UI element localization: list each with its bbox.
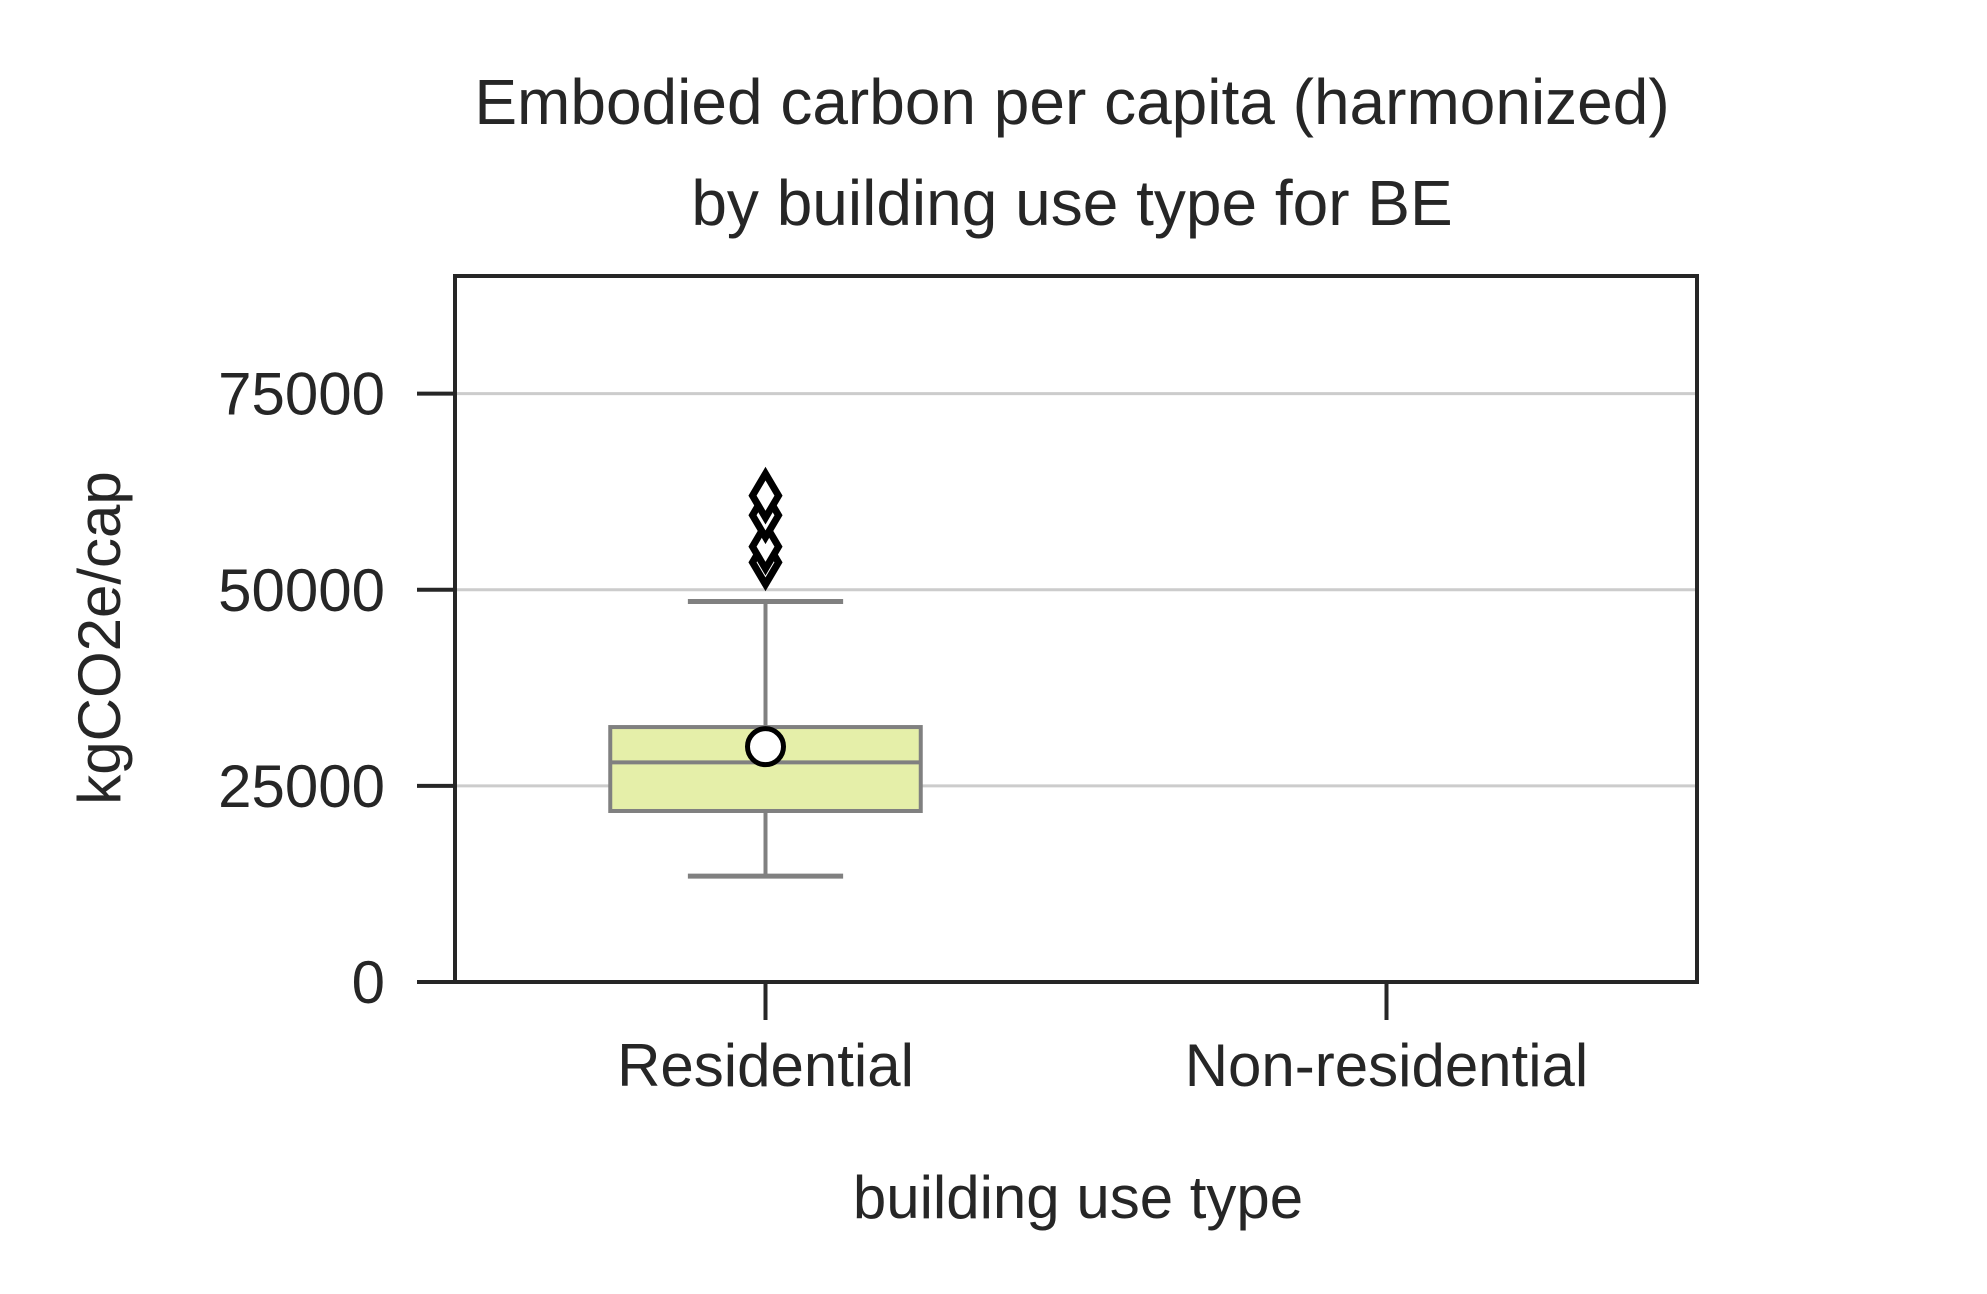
y-axis-label: kgCO2e/cap (66, 471, 133, 805)
mean-marker (745, 726, 786, 768)
x-axis-ticks: Residential Non-residential (617, 982, 1588, 1099)
y-tick-label: 25000 (218, 753, 385, 820)
chart-title-line-2: by building use type for BE (691, 167, 1452, 239)
box-residential (608, 466, 923, 879)
x-tick-label: Non-residential (1185, 1032, 1589, 1099)
outlier-marker (748, 517, 783, 576)
y-axis-ticks: 0 25000 50000 75000 (218, 361, 455, 1016)
x-tick-label: Residential (617, 1032, 914, 1099)
x-axis-label: building use type (853, 1164, 1303, 1231)
y-tick-label: 50000 (218, 557, 385, 624)
y-tick-label: 0 (352, 949, 385, 1016)
box-series (608, 466, 923, 879)
outlier-marker (748, 466, 783, 525)
y-tick-label: 75000 (218, 361, 385, 428)
plot-area-frame (453, 274, 1699, 984)
chart-title-line-1: Embodied carbon per capita (harmonized) (474, 66, 1669, 138)
